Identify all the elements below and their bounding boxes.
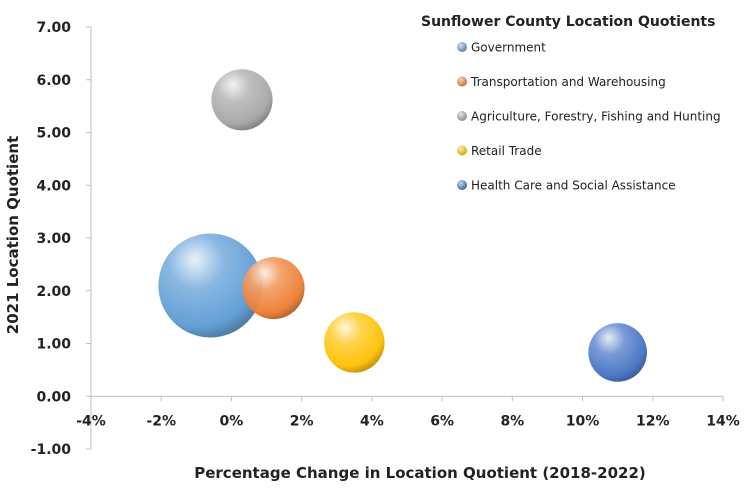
legend-marker [457, 145, 467, 156]
x-tick-label: 4% [360, 413, 384, 429]
x-tick-label: 12% [636, 413, 670, 429]
y-tick-label: 5.00 [36, 126, 71, 142]
legend-label: Agriculture, Forestry, Fishing and Hunti… [471, 110, 721, 124]
y-tick-label: 6.00 [36, 73, 71, 89]
y-tick-label: 7.00 [36, 20, 71, 36]
legend-label: Health Care and Social Assistance [471, 179, 676, 193]
bubble-health-care-and-social-assistance [588, 323, 647, 382]
legend: Sunflower County Location Quotients Gove… [421, 14, 721, 193]
chart-title: Sunflower County Location Quotients [421, 14, 715, 30]
x-tick-label: -4% [76, 413, 106, 429]
legend-marker [457, 76, 467, 87]
y-tick-label: -1.00 [31, 442, 72, 458]
bubble-agriculture-forestry-fishing-and-hunting [211, 69, 273, 131]
axes: -1.00 0.00 1.00 2.00 3.00 4.00 5.00 6.00 7.00 -4%… [31, 20, 740, 458]
legend-label: Transportation and Warehousing [470, 75, 666, 89]
x-tick-label: 6% [430, 413, 454, 429]
legend-marker [457, 42, 467, 52]
x-tick-label: 14% [706, 413, 740, 429]
y-tick-label: 0.00 [36, 389, 71, 405]
x-tick-label: 2% [290, 413, 314, 429]
y-axis-title: 2021 Location Quotient [4, 136, 22, 334]
legend-label: Retail Trade [471, 144, 542, 158]
x-tick-label: 10% [566, 413, 600, 429]
bubble-retail-trade [324, 312, 385, 373]
x-axis-title: Percentage Change in Location Quotient (… [194, 464, 646, 482]
y-tick-label: 3.00 [36, 231, 71, 247]
y-tick-label: 4.00 [36, 178, 71, 194]
bubbles [158, 69, 647, 382]
y-tick-label: 1.00 [36, 337, 71, 353]
legend-marker [457, 111, 467, 121]
legend-label: Government [471, 41, 546, 55]
x-tick-label: 0% [220, 413, 244, 429]
legend-marker [457, 180, 467, 190]
bubble-government [158, 233, 263, 338]
bubble-transportation-and-warehousing [242, 257, 305, 320]
y-tick-label: 2.00 [36, 284, 71, 300]
x-tick-label: 8% [500, 413, 524, 429]
x-tick-label: -2% [146, 413, 176, 429]
